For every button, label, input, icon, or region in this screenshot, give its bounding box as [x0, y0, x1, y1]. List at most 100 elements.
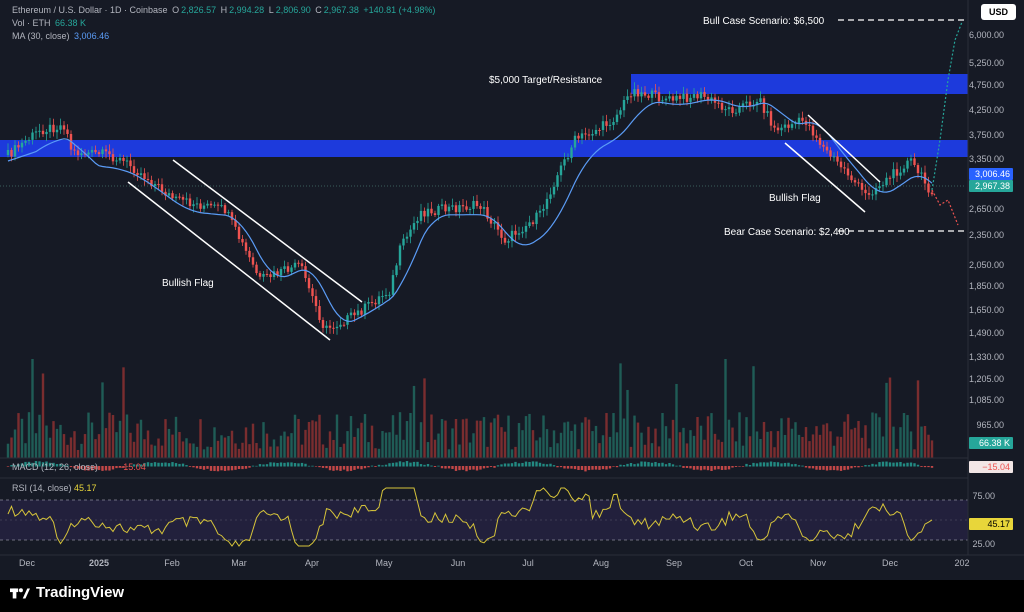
ohlc-low-label: L	[268, 5, 274, 15]
price-axis-tick: 965.00	[976, 420, 1004, 430]
volume-bar	[857, 420, 860, 458]
volume-bar	[426, 442, 430, 458]
candle-body	[864, 189, 867, 194]
candle-body	[188, 198, 192, 207]
macd-bar	[727, 466, 731, 470]
volume-bar	[444, 420, 447, 458]
macd-bar	[297, 463, 300, 467]
volume-bar	[552, 430, 556, 458]
macd-bar	[363, 466, 367, 469]
macd-bar	[17, 464, 20, 467]
macd-bar	[748, 464, 752, 467]
volume-bar	[587, 419, 591, 458]
macd-bar	[293, 463, 297, 467]
macd-bar	[916, 464, 920, 467]
volume-bar	[899, 427, 902, 458]
volume-bar	[416, 449, 419, 458]
macd-bar	[860, 466, 864, 467]
candle-body	[514, 230, 517, 235]
candle-body	[258, 273, 262, 277]
macd-bar	[514, 461, 517, 467]
macd-bar	[374, 466, 377, 467]
candle-body	[440, 204, 444, 206]
candle-body	[909, 158, 913, 161]
volume-bar	[423, 378, 426, 458]
macd-bar	[174, 463, 178, 467]
candle-body	[55, 129, 59, 133]
macd-bar	[216, 466, 220, 472]
candle-body	[76, 150, 80, 156]
volume-bar	[276, 446, 279, 458]
volume-bar	[192, 443, 195, 458]
volume-bar	[440, 419, 444, 458]
macd-bar	[171, 462, 174, 467]
tradingview-logo[interactable]: TradingView	[10, 584, 124, 601]
macd-bar	[563, 466, 566, 469]
macd-bar	[262, 464, 265, 467]
currency-button[interactable]: USD	[980, 4, 1016, 20]
macd-bar	[783, 462, 787, 467]
volume-bar	[801, 436, 804, 458]
macd-bar	[398, 461, 402, 467]
macd-bar	[472, 466, 475, 470]
macd-bar	[234, 466, 237, 470]
volume-bar	[97, 434, 101, 458]
candle-body	[136, 172, 139, 176]
ma-price-badge: 3,006.46	[975, 169, 1010, 179]
macd-bar	[566, 466, 570, 469]
candle-body	[633, 89, 636, 97]
time-axis-tick: Feb	[164, 558, 180, 568]
volume-bar	[31, 358, 34, 458]
volume-bar	[510, 449, 514, 458]
volume-bar	[514, 446, 517, 458]
volume-bar	[482, 417, 486, 458]
macd-bar	[454, 466, 458, 471]
candle-body	[412, 223, 416, 230]
candle-body	[342, 324, 346, 326]
macd-bar	[48, 462, 52, 467]
macd-bar	[836, 466, 839, 471]
candle-body	[13, 145, 17, 157]
macd-bar	[769, 461, 773, 467]
price-chart-canvas[interactable]: 6,000.00 5,250.00 4,750.00 4,250.00 3,750.00…	[0, 0, 1024, 580]
macd-bar	[76, 466, 80, 469]
time-axis-tick: 202	[954, 558, 969, 568]
volume-bar	[157, 438, 160, 458]
macd-bar	[458, 466, 461, 471]
candle-body	[468, 208, 472, 210]
macd-bar	[122, 466, 125, 468]
volume-bar	[811, 434, 815, 458]
volume-bar	[783, 434, 787, 458]
macd-bar	[384, 464, 388, 467]
candle-body	[545, 198, 549, 209]
price-axis-tick: 1,650.00	[969, 305, 1004, 315]
macd-bar	[349, 466, 353, 471]
volume-bar	[860, 437, 864, 458]
volume-bar	[493, 418, 496, 458]
macd-bar	[556, 466, 559, 468]
macd-bar	[738, 466, 741, 467]
candle-body	[290, 267, 293, 272]
macd-bar	[451, 466, 454, 470]
macd-bar	[157, 462, 160, 467]
volume-bar	[503, 431, 507, 458]
macd-bar	[41, 462, 45, 467]
macd-bar	[230, 466, 234, 471]
macd-bar	[895, 462, 899, 467]
volume-bar	[580, 422, 584, 458]
volume-bar	[818, 434, 822, 458]
macd-bar	[146, 462, 150, 467]
volume-bar	[734, 441, 738, 458]
volume-bar	[794, 422, 797, 458]
candle-body	[174, 196, 178, 199]
volume-bar	[675, 383, 678, 458]
candle-body	[734, 112, 738, 114]
candle-body	[272, 271, 276, 278]
macd-bar	[815, 466, 818, 470]
chart-area[interactable]: 6,000.00 5,250.00 4,750.00 4,250.00 3,750.00…	[0, 0, 1024, 580]
time-axis-tick: Jul	[522, 558, 534, 568]
candle-body	[178, 196, 181, 198]
macd-bar	[66, 465, 69, 467]
candle-body	[892, 169, 895, 179]
macd-bar	[143, 462, 146, 467]
